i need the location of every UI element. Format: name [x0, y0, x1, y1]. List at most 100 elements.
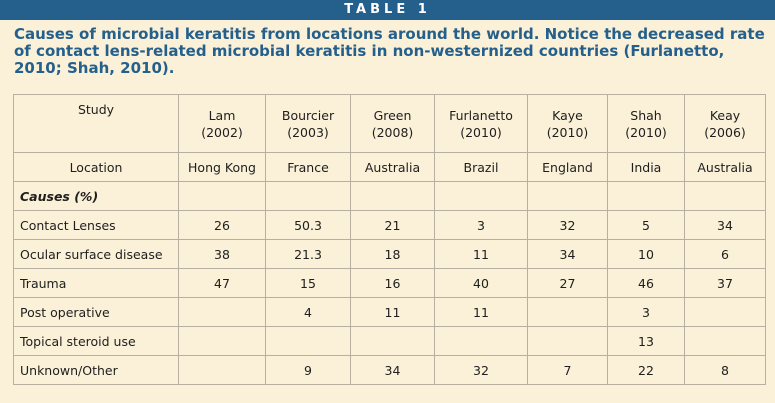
value-cell: 34	[684, 210, 766, 240]
row-label: Post operative	[13, 297, 179, 327]
value-cell: 21	[350, 210, 435, 240]
study-year: (2010)	[546, 124, 589, 140]
study-col-header: Bourcier (2003)	[265, 94, 351, 153]
location-cell: Brazil	[434, 152, 528, 182]
value-cell	[684, 326, 766, 356]
location-cell: India	[607, 152, 685, 182]
value-cell: 50.3	[265, 210, 351, 240]
value-cell	[178, 326, 266, 356]
value-cell	[265, 326, 351, 356]
location-cell: France	[265, 152, 351, 182]
location-row: Location Hong Kong France Australia Braz…	[13, 152, 766, 182]
study-year: (2010)	[625, 124, 667, 140]
value-cell	[434, 326, 528, 356]
empty-cell	[527, 181, 608, 211]
value-cell	[527, 297, 608, 327]
empty-cell	[434, 181, 528, 211]
value-cell: 38	[178, 239, 266, 269]
study-name: Lam	[208, 107, 236, 123]
value-cell: 11	[434, 239, 528, 269]
value-cell: 26	[178, 210, 266, 240]
value-cell: 10	[607, 239, 685, 269]
table-row: Topical steroid use 13	[13, 326, 766, 356]
value-cell	[527, 326, 608, 356]
value-cell: 27	[527, 268, 608, 298]
table-row: Trauma 47 15 16 40 27 46 37	[13, 268, 766, 298]
empty-cell	[178, 181, 266, 211]
value-cell: 15	[265, 268, 351, 298]
study-name: Furlanetto	[449, 107, 513, 123]
value-cell: 47	[178, 268, 266, 298]
study-name: Keay	[709, 107, 741, 123]
location-label: Location	[13, 152, 179, 182]
empty-cell	[265, 181, 351, 211]
value-cell: 34	[527, 239, 608, 269]
study-header-label: Study	[77, 102, 115, 117]
empty-cell	[607, 181, 685, 211]
row-label: Contact Lenses	[13, 210, 179, 240]
value-cell: 3	[607, 297, 685, 327]
study-col-header: Kaye (2010)	[527, 94, 608, 153]
row-label: Topical steroid use	[13, 326, 179, 356]
row-label: Unknown/Other	[13, 355, 179, 385]
value-cell: 16	[350, 268, 435, 298]
table-row: Post operative 4 11 11 3	[13, 297, 766, 327]
value-cell	[178, 297, 266, 327]
table-row: Unknown/Other 9 34 32 7 22 8	[13, 355, 766, 385]
value-cell: 46	[607, 268, 685, 298]
study-col-header: Green (2008)	[350, 94, 435, 153]
table-row: Ocular surface disease 38 21.3 18 11 34 10 6	[13, 239, 766, 269]
study-col-header: Keay (2006)	[684, 94, 766, 153]
value-cell: 21.3	[265, 239, 351, 269]
value-cell: 11	[350, 297, 435, 327]
study-name: Kaye	[552, 107, 583, 123]
study-year: (2010)	[460, 124, 502, 140]
value-cell: 32	[527, 210, 608, 240]
table-row: Contact Lenses 26 50.3 21 3 32 5 34	[13, 210, 766, 240]
study-header: Study	[13, 94, 179, 153]
value-cell: 5	[607, 210, 685, 240]
value-cell: 32	[434, 355, 528, 385]
empty-cell	[350, 181, 435, 211]
study-year: (2002)	[201, 124, 243, 140]
value-cell	[684, 297, 766, 327]
study-col-header: Furlanetto (2010)	[434, 94, 528, 153]
study-name: Bourcier	[281, 107, 335, 123]
header-row: Study Lam (2002) Bourcier (2003) Green (…	[13, 94, 766, 153]
value-cell: 37	[684, 268, 766, 298]
causes-label: Causes (%)	[13, 181, 179, 211]
value-cell: 40	[434, 268, 528, 298]
value-cell: 34	[350, 355, 435, 385]
study-name: Shah	[630, 107, 662, 123]
value-cell: 3	[434, 210, 528, 240]
value-cell: 4	[265, 297, 351, 327]
causes-row: Causes (%)	[13, 181, 766, 211]
data-table: Study Lam (2002) Bourcier (2003) Green (…	[13, 94, 766, 385]
study-col-header: Lam (2002)	[178, 94, 266, 153]
location-cell: Australia	[684, 152, 766, 182]
value-cell: 8	[684, 355, 766, 385]
value-cell	[350, 326, 435, 356]
empty-cell	[684, 181, 766, 211]
value-cell	[178, 355, 266, 385]
row-label: Ocular surface disease	[13, 239, 179, 269]
location-cell: Australia	[350, 152, 435, 182]
value-cell: 22	[607, 355, 685, 385]
value-cell: 6	[684, 239, 766, 269]
value-cell: 7	[527, 355, 608, 385]
study-year: (2006)	[704, 124, 746, 140]
study-year: (2003)	[287, 124, 329, 140]
table-label: TABLE 1	[0, 0, 775, 20]
study-year: (2008)	[371, 124, 414, 140]
value-cell: 11	[434, 297, 528, 327]
value-cell: 13	[607, 326, 685, 356]
row-label: Trauma	[13, 268, 179, 298]
location-cell: England	[527, 152, 608, 182]
location-cell: Hong Kong	[178, 152, 266, 182]
study-name: Green	[373, 107, 412, 123]
table-caption: Causes of microbial keratitis from locat…	[14, 25, 765, 77]
value-cell: 18	[350, 239, 435, 269]
study-col-header: Shah (2010)	[607, 94, 685, 153]
value-cell: 9	[265, 355, 351, 385]
